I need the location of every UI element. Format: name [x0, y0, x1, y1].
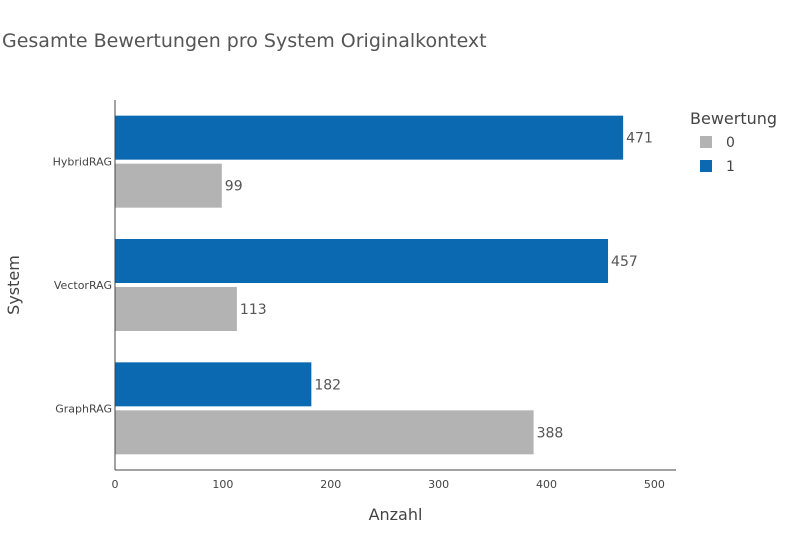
legend-label-1[interactable]: 1 — [726, 159, 735, 175]
y-axis-title: System — [4, 255, 23, 315]
legend-title: Bewertung — [690, 109, 777, 128]
data-label-hybridrag-series-0: 99 — [225, 179, 243, 195]
data-label-hybridrag-series-1: 471 — [626, 131, 653, 147]
chart-title: Gesamte Bewertungen pro System Originalk… — [2, 30, 487, 52]
x-ticks-group: 0 100 200 300 400 500 — [112, 478, 665, 491]
y-tick-label-vectorrag: VectorRAG — [54, 279, 112, 292]
y-tick-label-hybridrag: HybridRAG — [53, 156, 112, 169]
y-tick-label-graphrag: GraphRAG — [55, 402, 112, 415]
x-tick-label-300: 300 — [428, 478, 449, 491]
bar-vectorrag-series-0[interactable] — [115, 287, 237, 331]
bar-hybridrag-series-1[interactable] — [115, 115, 624, 160]
data-label-graphrag-series-0: 388 — [537, 425, 564, 441]
bar-hybridrag-series-0[interactable] — [115, 163, 222, 208]
bar-vectorrag-series-1[interactable] — [115, 239, 609, 283]
x-tick-label-200: 200 — [320, 478, 341, 491]
bar-graphrag-series-0[interactable] — [115, 410, 534, 455]
x-tick-label-400: 400 — [536, 478, 557, 491]
y-ticks-group: GraphRAG VectorRAG HybridRAG — [53, 156, 112, 416]
data-label-vectorrag-series-0: 113 — [240, 302, 267, 318]
x-tick-label-0: 0 — [112, 478, 119, 491]
x-tick-label-100: 100 — [212, 478, 233, 491]
data-labels-group: 182 388 457 113 471 99 — [225, 131, 653, 442]
x-axis-title: Anzahl — [369, 505, 423, 524]
bars-group — [115, 115, 624, 455]
legend-swatch-1[interactable] — [700, 160, 712, 172]
legend-label-0[interactable]: 0 — [726, 135, 735, 151]
legend[interactable]: Bewertung 0 1 — [690, 109, 777, 175]
data-label-vectorrag-series-1: 457 — [611, 254, 638, 270]
legend-swatch-0[interactable] — [700, 136, 712, 148]
x-tick-label-500: 500 — [644, 478, 665, 491]
data-label-graphrag-series-1: 182 — [314, 377, 341, 393]
bar-graphrag-series-1[interactable] — [115, 362, 312, 407]
